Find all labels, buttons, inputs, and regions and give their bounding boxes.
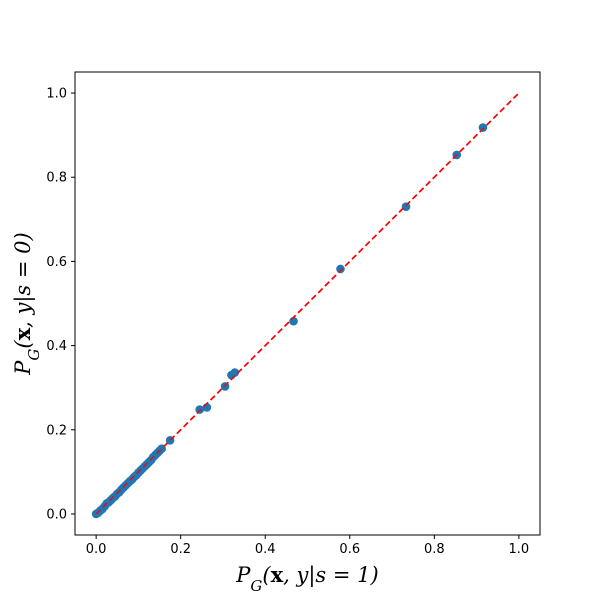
data-point: [478, 123, 488, 132]
x-axis-ticks: 0.0 0.2 0.4 0.6 0.8 1.0: [86, 535, 529, 557]
x-tick-label: 0.8: [424, 542, 445, 557]
y-tick-label: 0.2: [46, 423, 67, 438]
y-tick-label: 0.0: [46, 507, 67, 522]
data-point: [230, 368, 240, 377]
x-tick-label: 0.6: [339, 542, 360, 557]
data-point: [336, 264, 345, 274]
data-point: [401, 202, 411, 211]
data-point: [195, 405, 205, 414]
x-axis-label: PG(x, y|s = 1): [235, 562, 378, 595]
x-tick-label: 1.0: [509, 542, 530, 557]
reference-line-overlay: [95, 92, 520, 515]
y-tick-label: 0.8: [46, 171, 67, 186]
y-axis-ticks: 0.0 0.2 0.4 0.6 0.8 1.0: [46, 87, 75, 522]
data-points-layer: [91, 92, 520, 519]
y-tick-label: 0.6: [46, 255, 67, 270]
y-tick-label: 0.4: [46, 339, 67, 354]
y-tick-label: 1.0: [46, 87, 67, 102]
plot-frame: [74, 71, 541, 536]
x-tick-label: 0.2: [170, 542, 191, 557]
x-tick-label: 0.4: [255, 542, 276, 557]
x-tick-label: 0.0: [86, 542, 107, 557]
y-axis-label: PG(x, y|s = 0): [10, 232, 43, 375]
